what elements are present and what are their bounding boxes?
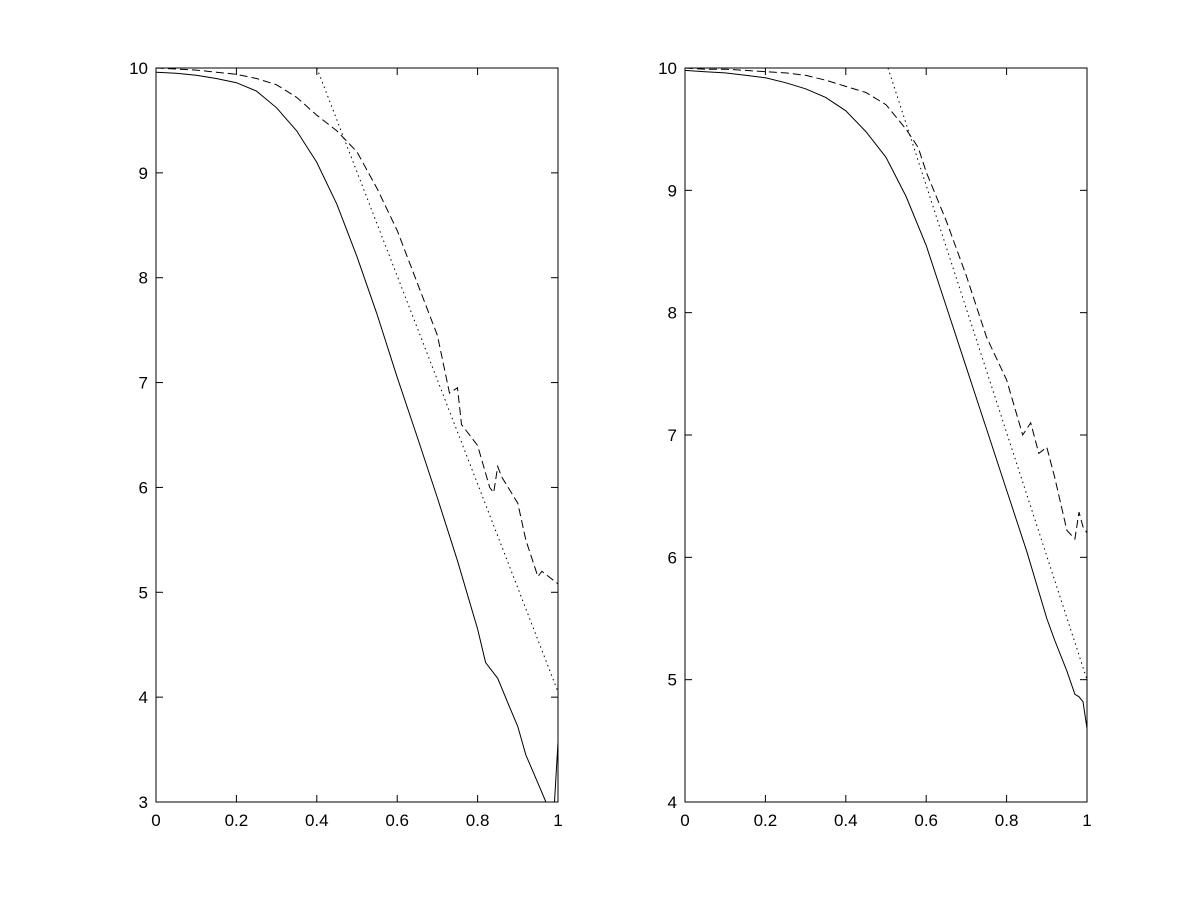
left-axes-box bbox=[155, 67, 559, 803]
right-dashed-line bbox=[685, 68, 1087, 541]
left-y-tick-label: 6 bbox=[139, 478, 148, 497]
right-y-tick-label: 7 bbox=[668, 426, 677, 445]
left-y-tick-label: 5 bbox=[139, 583, 148, 602]
left-y-tick-label: 4 bbox=[139, 688, 148, 707]
left-dashed-line bbox=[156, 68, 558, 585]
left-y-tick-label: 3 bbox=[139, 793, 148, 812]
right-dotted-line bbox=[887, 68, 1087, 680]
right-x-tick-label: 0.2 bbox=[754, 811, 778, 830]
left-x-tick-label: 0 bbox=[151, 811, 160, 830]
right-series-group bbox=[685, 68, 1087, 729]
right-x-tick-label: 0.4 bbox=[834, 811, 858, 830]
right-y-tick-label: 4 bbox=[668, 793, 677, 812]
left-series-group bbox=[156, 68, 558, 802]
right-x-tick-label: 0 bbox=[680, 811, 689, 830]
right-plot: 0 0.2 0.4 0.6 0.8 1 4 5 6 7 8 9 10 bbox=[658, 59, 1092, 830]
right-y-tick-label: 8 bbox=[668, 304, 677, 323]
left-x-tick-label: 0.4 bbox=[305, 811, 329, 830]
left-x-tick-label: 0.2 bbox=[225, 811, 249, 830]
left-x-tick-label: 0.6 bbox=[385, 811, 409, 830]
right-y-tick-label: 6 bbox=[668, 548, 677, 567]
left-y-tick-label: 8 bbox=[139, 269, 148, 288]
left-plot: 0 0.2 0.4 0.6 0.8 1 3 4 5 6 7 8 9 10 bbox=[129, 59, 563, 830]
left-y-tick-label: 10 bbox=[129, 59, 148, 78]
left-y-tick-label: 7 bbox=[139, 374, 148, 393]
left-x-tick-label: 1 bbox=[553, 811, 562, 830]
right-x-tick-label: 0.6 bbox=[914, 811, 938, 830]
right-axes-box bbox=[684, 67, 1088, 803]
left-dotted-line bbox=[316, 68, 558, 693]
left-solid-line bbox=[156, 71, 558, 802]
right-solid-line bbox=[685, 69, 1087, 729]
left-x-tick-label: 0.8 bbox=[466, 811, 490, 830]
left-y-tick-label: 9 bbox=[139, 164, 148, 183]
right-y-tick-label: 5 bbox=[668, 671, 677, 690]
right-y-tick-label: 9 bbox=[668, 181, 677, 200]
right-y-tick-label: 10 bbox=[658, 59, 677, 78]
right-x-tick-label: 0.8 bbox=[995, 811, 1019, 830]
right-x-tick-label: 1 bbox=[1082, 811, 1091, 830]
